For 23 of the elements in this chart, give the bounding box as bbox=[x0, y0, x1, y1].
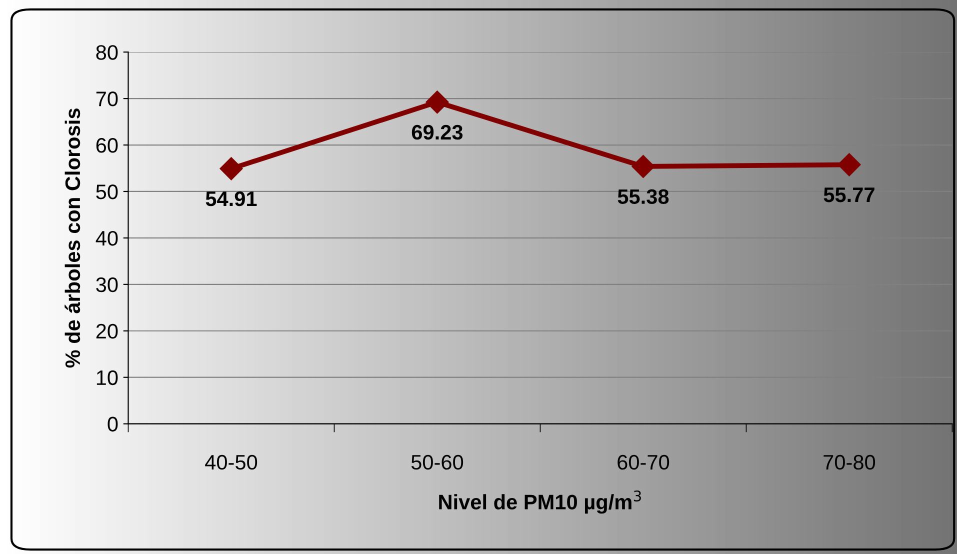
point bbox=[220, 157, 243, 180]
x-tick-label: 40-50 bbox=[205, 454, 258, 470]
data-label: 55.77 bbox=[824, 188, 874, 202]
y-axis-title: % de árboles con Clorosis bbox=[64, 108, 80, 368]
y-tick-label: 20 bbox=[96, 324, 118, 339]
x-tick-label: 60-70 bbox=[618, 454, 670, 470]
data-label: 54.91 bbox=[206, 191, 257, 206]
x-tick-label: 50-60 bbox=[411, 454, 464, 470]
y-tick-label: 10 bbox=[96, 370, 118, 386]
data-label: 55.38 bbox=[618, 189, 669, 204]
y-tick-label: 30 bbox=[96, 277, 118, 292]
y-tick-label: 50 bbox=[96, 184, 118, 200]
y-tick-label: 70 bbox=[96, 92, 118, 106]
x-tick-label: 70-80 bbox=[824, 454, 876, 470]
point bbox=[426, 90, 449, 114]
y-tick-label: 0 bbox=[108, 416, 118, 432]
data-label: 69.23 bbox=[412, 124, 463, 140]
y-tick-label: 40 bbox=[96, 230, 118, 246]
y-tick-label: 80 bbox=[96, 45, 118, 60]
x-axis-title: Nivel de PM10 µg/m$^{3}$ bbox=[439, 490, 641, 514]
point bbox=[632, 154, 655, 178]
y-tick-label: 60 bbox=[96, 138, 118, 153]
point bbox=[838, 153, 861, 176]
